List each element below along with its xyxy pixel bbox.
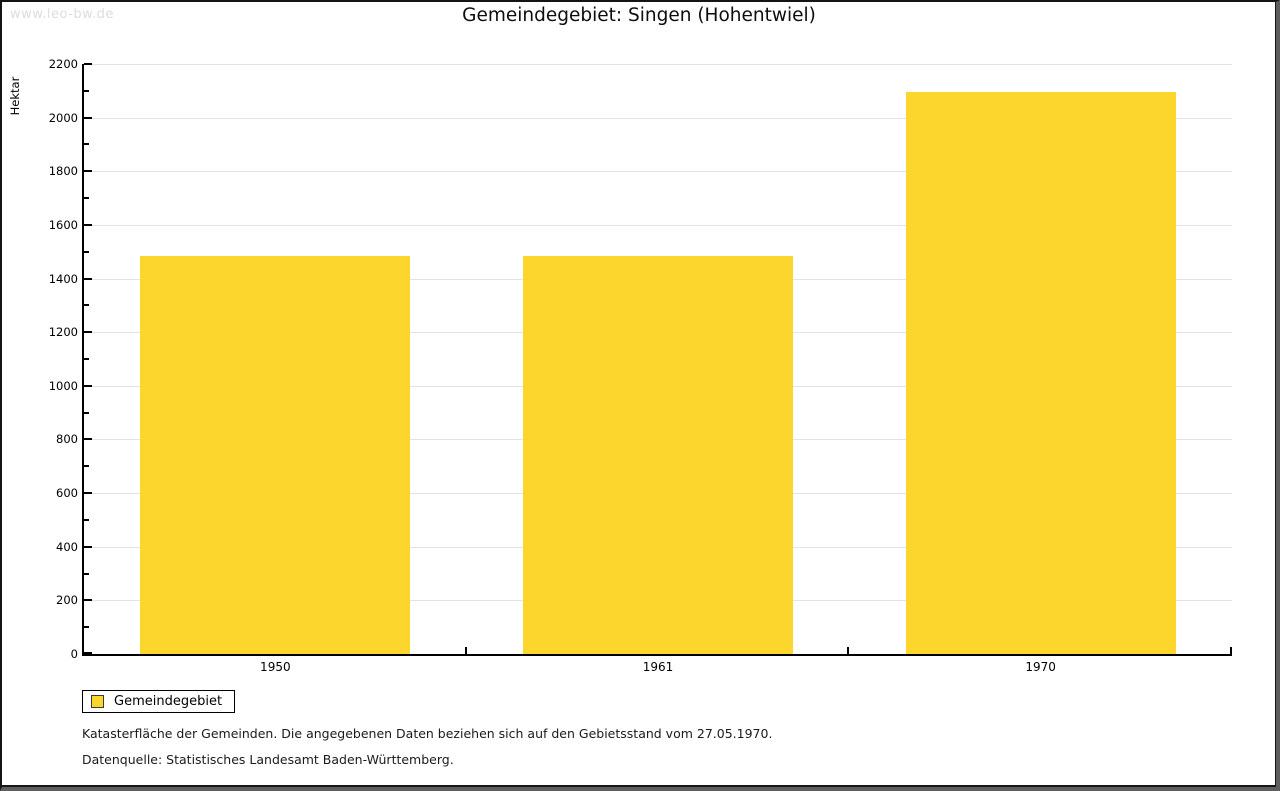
plot-area: 0 200 400 600 800 1000 1200 1400 1600 1800 2000 220… xyxy=(49,57,1232,674)
y-minor-tick xyxy=(84,465,89,468)
y-major-tick xyxy=(84,652,92,654)
y-minor-tick xyxy=(84,572,89,575)
gridline xyxy=(84,117,1232,119)
y-minor-tick xyxy=(84,250,89,253)
gridline xyxy=(84,171,1232,173)
y-minor-tick xyxy=(84,304,89,307)
y-minor-tick xyxy=(84,518,89,521)
y-tick-label: 0 xyxy=(70,647,78,661)
y-major-tick xyxy=(84,170,92,173)
y-tick-label: 400 xyxy=(56,539,78,554)
x-boundary-tick xyxy=(1230,647,1232,654)
y-minor-tick xyxy=(84,197,89,200)
watermark: www.leo-bw.de xyxy=(10,7,114,22)
footer-source: Datenquelle: Statistisches Landesamt Bad… xyxy=(82,752,454,767)
y-major-tick xyxy=(84,438,92,441)
gridline xyxy=(84,64,1232,65)
x-boundary-tick xyxy=(464,647,467,654)
y-major-tick xyxy=(84,384,92,387)
y-minor-tick xyxy=(84,143,89,146)
y-tick-label: 1600 xyxy=(48,217,78,232)
y-major-tick xyxy=(84,599,92,602)
gridline xyxy=(84,224,1232,226)
y-minor-tick xyxy=(84,411,89,414)
y-minor-tick xyxy=(84,89,89,92)
bar-1961 xyxy=(523,255,793,654)
legend-swatch-icon xyxy=(91,695,104,708)
y-tick-label: 200 xyxy=(56,593,78,608)
bar-1970 xyxy=(905,92,1176,654)
y-tick-label: 600 xyxy=(56,486,78,501)
legend: Gemeindegebiet xyxy=(82,690,236,713)
y-major-tick xyxy=(84,223,92,226)
y-major-tick xyxy=(84,63,92,65)
x-boundary-tick xyxy=(847,647,850,654)
footer-note: Katasterfläche der Gemeinden. Die angege… xyxy=(82,726,773,741)
x-tick-label: 1950 xyxy=(260,660,291,674)
y-major-tick xyxy=(84,116,92,119)
y-axis-label: Hektar xyxy=(8,76,22,116)
x-tick-label: 1970 xyxy=(1025,660,1056,674)
y-tick-label: 2200 xyxy=(48,57,78,71)
y-tick-label: 800 xyxy=(56,432,78,447)
y-major-tick xyxy=(84,545,92,548)
y-tick-label: 1000 xyxy=(48,378,78,393)
bar-1950 xyxy=(140,255,411,654)
y-tick-label: 1800 xyxy=(48,164,78,179)
chart-title: Gemeindegebiet: Singen (Hohentwiel) xyxy=(462,5,816,26)
y-tick-label: 1200 xyxy=(48,325,78,340)
y-tick-label: 2000 xyxy=(48,110,78,125)
y-tick-label: 1400 xyxy=(48,271,78,286)
x-tick-label: 1961 xyxy=(642,660,674,674)
y-minor-tick xyxy=(84,626,89,629)
y-major-tick xyxy=(84,277,92,280)
y-major-tick xyxy=(84,331,92,334)
y-major-tick xyxy=(84,492,92,495)
y-minor-tick xyxy=(84,358,89,360)
legend-label: Gemeindegebiet xyxy=(114,694,223,709)
